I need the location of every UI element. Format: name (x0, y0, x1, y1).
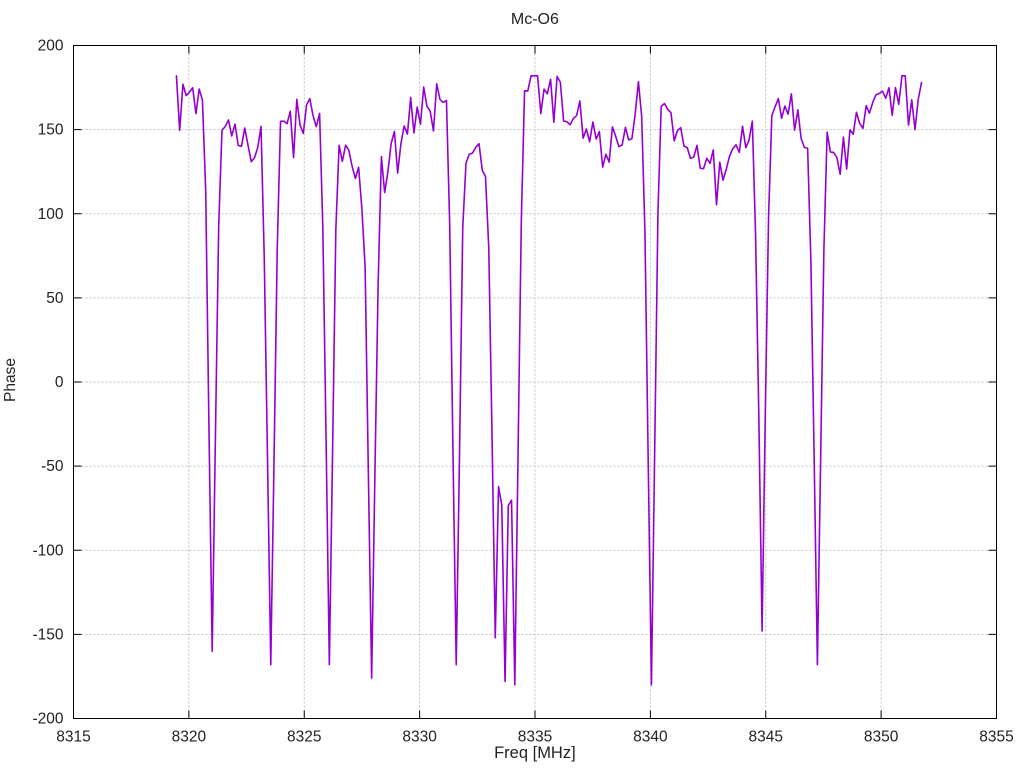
svg-text:8340: 8340 (633, 729, 668, 746)
svg-text:150: 150 (38, 122, 64, 139)
svg-text:-100: -100 (32, 542, 63, 559)
svg-text:8330: 8330 (402, 729, 437, 746)
svg-text:100: 100 (38, 206, 64, 223)
svg-text:-50: -50 (41, 458, 64, 475)
svg-text:8355: 8355 (979, 729, 1013, 746)
svg-text:200: 200 (38, 38, 64, 55)
svg-text:8315: 8315 (56, 729, 90, 746)
svg-text:-150: -150 (32, 626, 63, 643)
svg-text:-200: -200 (32, 711, 63, 728)
svg-text:50: 50 (46, 290, 64, 307)
svg-text:8320: 8320 (172, 729, 207, 746)
svg-text:8325: 8325 (287, 729, 321, 746)
svg-text:8335: 8335 (518, 729, 552, 746)
svg-text:8350: 8350 (864, 729, 899, 746)
svg-text:8345: 8345 (749, 729, 783, 746)
svg-text:0: 0 (55, 374, 64, 391)
